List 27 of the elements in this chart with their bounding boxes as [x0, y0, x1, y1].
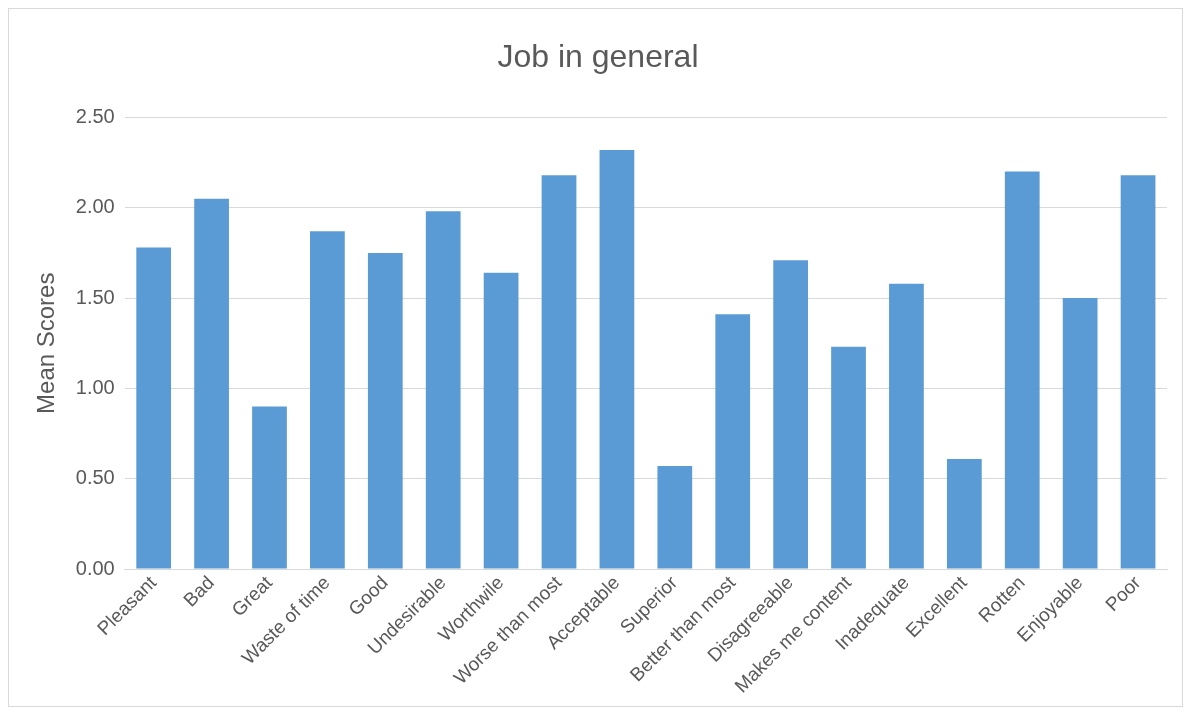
bar: [483, 272, 519, 569]
y-tick-label: 1.50: [75, 285, 115, 308]
bar: [367, 252, 403, 569]
y-tick-label: 2.00: [75, 195, 115, 218]
bar: [194, 198, 229, 569]
bar: [541, 175, 577, 569]
bar: [1062, 298, 1098, 569]
bar: [310, 231, 345, 569]
bar: [889, 283, 924, 569]
bar: [425, 211, 461, 569]
y-tick-label: 0.00: [75, 556, 115, 579]
bar: [136, 247, 172, 569]
bar: [773, 260, 808, 569]
bar: [831, 346, 866, 569]
bar: [252, 406, 287, 569]
bar: [657, 466, 693, 569]
chart-title: Job in general: [497, 38, 699, 75]
bar: [1120, 175, 1156, 569]
x-tick-label: Bad: [179, 571, 219, 611]
bar: [599, 149, 635, 569]
bar: [715, 314, 751, 569]
y-tick-label: 1.00: [75, 375, 115, 398]
y-tick-label: 2.50: [75, 104, 115, 127]
bar: [1004, 171, 1040, 569]
y-tick-label: 0.50: [75, 466, 115, 489]
y-axis-title: Mean Scores: [32, 272, 60, 414]
bar: [946, 458, 982, 569]
